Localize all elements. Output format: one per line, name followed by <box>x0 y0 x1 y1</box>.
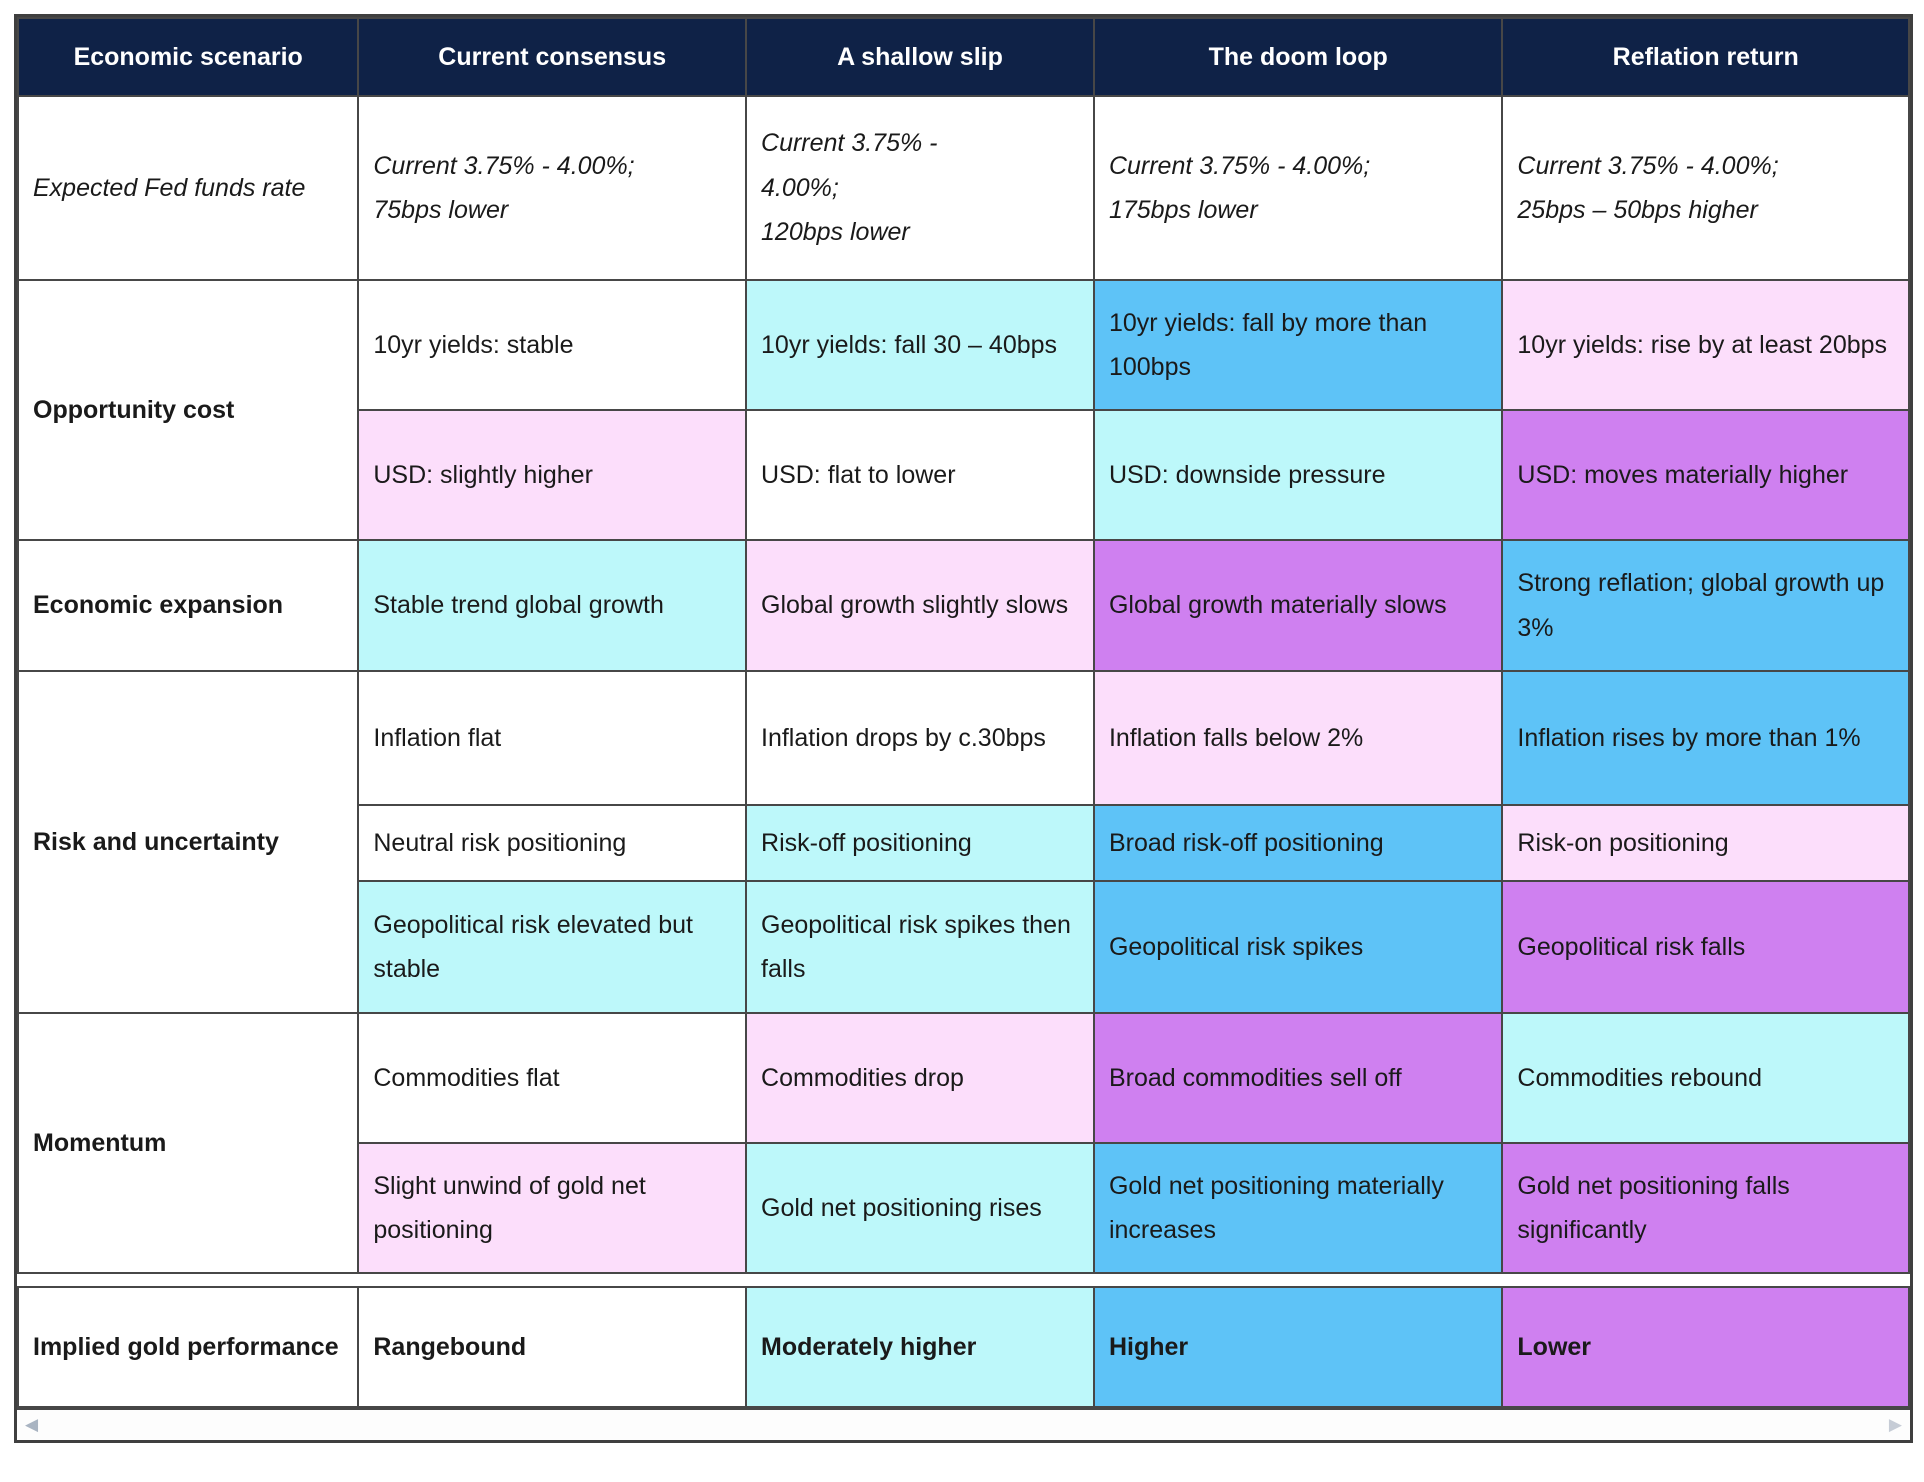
table-cell: 10yr yields: rise by at least 20bps <box>1501 279 1910 411</box>
table-cell: Current 3.75% - 4.00%; 75bps lower <box>357 95 748 281</box>
table-cell: Risk-on positioning <box>1501 804 1910 882</box>
table-cell: Broad risk-off positioning <box>1092 804 1504 882</box>
economic-scenario-table: Economic scenario Current consensus A sh… <box>16 17 1910 1408</box>
table-cell: USD: moves materially higher <box>1501 409 1910 541</box>
table-cell: Commodities drop <box>745 1012 1095 1144</box>
table-cell: Gold net positioning rises <box>745 1142 1095 1274</box>
table-cell: Geopolitical risk spikes <box>1092 880 1504 1014</box>
table-cell: Broad commodities sell off <box>1092 1012 1504 1144</box>
table-cell: Geopolitical risk falls <box>1501 880 1910 1014</box>
horizontal-scrollbar[interactable]: ◀ ▶ <box>17 1408 1910 1440</box>
table-cell: Higher <box>1092 1286 1504 1408</box>
row-label-opportunity-cost: Opportunity cost <box>16 279 360 541</box>
table-cell: USD: flat to lower <box>745 409 1095 541</box>
table-cell: Current 3.75% - 4.00%; 120bps lower <box>745 95 1095 281</box>
table-cell: Strong reflation; global growth up 3% <box>1501 539 1910 672</box>
table-cell: Moderately higher <box>745 1286 1095 1408</box>
table-cell: Inflation flat <box>357 670 748 806</box>
row-label-implied-gold-performance: Implied gold performance <box>16 1286 360 1408</box>
row-label-momentum: Momentum <box>16 1012 360 1274</box>
column-header-a-shallow-slip: A shallow slip <box>745 17 1095 97</box>
table-cell: Commodities flat <box>357 1012 748 1144</box>
row-risk-positioning: Neutral risk positioning Risk-off positi… <box>18 804 1910 882</box>
table-cell: Current 3.75% - 4.00%; 175bps lower <box>1092 95 1504 281</box>
table-cell: Inflation rises by more than 1% <box>1501 670 1910 806</box>
table-cell: Stable trend global growth <box>357 539 748 672</box>
scenario-table-frame: Economic scenario Current consensus A sh… <box>14 14 1913 1443</box>
row-implied-gold-performance: Implied gold performance Rangebound Mode… <box>16 1286 1910 1408</box>
scroll-left-arrow-icon[interactable]: ◀ <box>25 1414 39 1435</box>
table-cell: Geopolitical risk elevated but stable <box>357 880 748 1014</box>
column-header-economic-scenario: Economic scenario <box>16 17 360 97</box>
row-label-risk-and-uncertainty: Risk and uncertainty <box>16 670 360 1014</box>
row-label-economic-expansion: Economic expansion <box>16 539 360 672</box>
table-cell: Global growth slightly slows <box>745 539 1095 672</box>
table-cell: Commodities rebound <box>1501 1012 1910 1144</box>
separator-row <box>18 1272 1909 1288</box>
table-cell: Inflation falls below 2% <box>1092 670 1504 806</box>
table-cell: 10yr yields: fall by more than 100bps <box>1092 279 1504 411</box>
row-10yr-yields: Opportunity cost 10yr yields: stable 10y… <box>16 279 1910 541</box>
table-cell: Gold net positioning materially increase… <box>1092 1142 1504 1274</box>
row-usd: USD: slightly higher USD: flat to lower … <box>18 409 1910 541</box>
header-row: Economic scenario Current consensus A sh… <box>16 17 1910 97</box>
row-gold-net-positioning: Slight unwind of gold net positioning Go… <box>18 1142 1910 1274</box>
row-expected-fed-funds-rate: Expected Fed funds rate Current 3.75% - … <box>16 95 1910 281</box>
table-cell: 10yr yields: stable <box>357 279 748 411</box>
column-header-the-doom-loop: The doom loop <box>1092 17 1504 97</box>
column-header-reflation-return: Reflation return <box>1501 17 1910 97</box>
table-cell: Neutral risk positioning <box>357 804 748 882</box>
scroll-right-arrow-icon[interactable]: ▶ <box>1888 1414 1902 1435</box>
row-inflation: Risk and uncertainty Inflation flat Infl… <box>16 670 1910 1014</box>
column-header-current-consensus: Current consensus <box>357 17 748 97</box>
table-cell: Current 3.75% - 4.00%; 25bps – 50bps hig… <box>1501 95 1910 281</box>
table-cell: Global growth materially slows <box>1092 539 1504 672</box>
table-cell: USD: slightly higher <box>357 409 748 541</box>
table-cell: Rangebound <box>357 1286 748 1408</box>
row-label-expected-fed-funds-rate: Expected Fed funds rate <box>16 95 360 281</box>
row-geopolitical-risk: Geopolitical risk elevated but stable Ge… <box>18 880 1910 1014</box>
table-cell: Gold net positioning falls significantly <box>1501 1142 1910 1274</box>
table-cell: Risk-off positioning <box>745 804 1095 882</box>
row-economic-expansion: Economic expansion Stable trend global g… <box>16 539 1910 672</box>
table-cell: Slight unwind of gold net positioning <box>357 1142 748 1274</box>
row-commodities: Momentum Commodities flat Commodities dr… <box>16 1012 1910 1274</box>
table-cell: Inflation drops by c.30bps <box>745 670 1095 806</box>
separator-cell <box>18 1272 1909 1288</box>
table-cell: Geopolitical risk spikes then falls <box>745 880 1095 1014</box>
table-cell: USD: downside pressure <box>1092 409 1504 541</box>
table-cell: Lower <box>1501 1286 1910 1408</box>
table-cell: 10yr yields: fall 30 – 40bps <box>745 279 1095 411</box>
